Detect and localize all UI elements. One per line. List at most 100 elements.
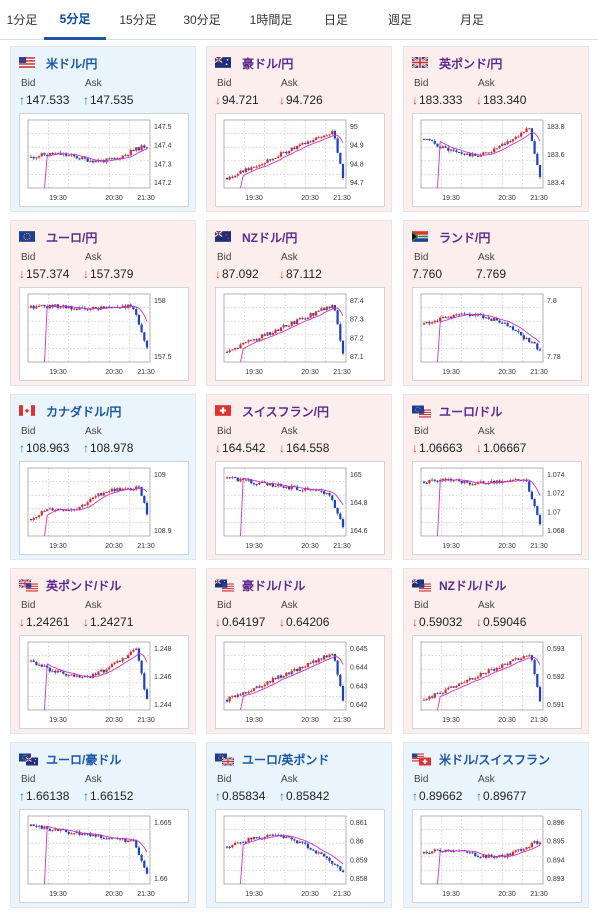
candlestick-chart[interactable]: 7.8 7.78 19:30 20:30 21:30	[412, 287, 582, 381]
candle-body	[274, 678, 277, 680]
rate-card[interactable]: ユーロ/豪ドル Bid Ask ↑1.66138 ↑1.66152 1.665 1.66 19…	[10, 742, 196, 908]
pair-title[interactable]: 英ポンド/ドル	[19, 577, 121, 593]
rate-card[interactable]: ユーロ/円 Bid Ask ↓157.374 ↓157.379 158 157.5 19:30…	[10, 220, 196, 386]
pair-name[interactable]: スイスフラン/円	[242, 404, 329, 419]
rate-card[interactable]: NZドル/ドル Bid Ask ↓0.59032 ↓0.59046 0.593 0.592 0…	[403, 568, 589, 734]
candle-body	[479, 481, 482, 483]
candle-body	[48, 667, 51, 672]
rate-card[interactable]: スイスフラン/円 Bid Ask ↓164.542 ↓164.558 165 164.8 16…	[206, 394, 392, 560]
pair-title[interactable]: 豪ドル/ドル	[215, 577, 305, 593]
tab-7[interactable]: 月足	[459, 13, 484, 27]
candlestick-chart[interactable]: 109 108.9 19:30 20:30 21:30	[19, 461, 189, 555]
candle-body	[48, 828, 51, 831]
ask-value-wrap: ↓164.558	[279, 441, 329, 455]
candle-body	[428, 696, 431, 700]
candle-body	[116, 488, 119, 492]
pair-name[interactable]: ユーロ/英ポンド	[242, 752, 330, 767]
bid-value-wrap: ↑0.89662	[412, 789, 476, 803]
candle-body	[75, 156, 78, 159]
pair-title[interactable]: ユーロ/ドル	[412, 403, 502, 419]
bid-ask-values: 7.760 7.769	[412, 267, 506, 281]
tab-1[interactable]: 5分足	[44, 0, 106, 40]
rate-card[interactable]: 米ドル/円 Bid Ask ↑147.533 ↑147.535 147.5 147.4 147…	[10, 46, 196, 212]
tab-5[interactable]: 日足	[323, 13, 348, 27]
x-tick-label: 21:30	[333, 369, 351, 376]
pair-title[interactable]: ユーロ/豪ドル	[19, 751, 121, 767]
bid-label: Bid	[414, 426, 429, 437]
candle-body	[336, 864, 339, 867]
pair-name[interactable]: カナダドル/円	[46, 404, 122, 419]
pair-title[interactable]: NZドル/円	[215, 229, 297, 245]
rate-card[interactable]: NZドル/円 Bid Ask ↓87.092 ↓87.112 87.4 87.3 87.2 87…	[206, 220, 392, 386]
tab-6[interactable]: 週足	[387, 13, 412, 27]
candle-body	[274, 158, 277, 160]
candle-body	[51, 152, 54, 155]
y-tick-label: 0.895	[547, 839, 565, 846]
pair-name[interactable]: 英ポンド/ドル	[46, 578, 122, 593]
pair-title[interactable]: カナダドル/円	[19, 403, 121, 419]
candlestick-chart[interactable]: 87.4 87.3 87.2 87.1 19:30 20:30 21:30	[215, 287, 385, 381]
candlestick-chart[interactable]: 1.665 1.66 19:30 20:30 21:30	[19, 809, 189, 903]
candlestick-chart[interactable]: 0.645 0.644 0.643 0.642 19:30 20:30 21:30	[215, 635, 385, 729]
pair-name[interactable]: NZドル/円	[242, 230, 298, 245]
candle-body	[476, 155, 480, 157]
candlestick-chart[interactable]: 0.593 0.592 0.591 19:30 20:30 21:30	[412, 635, 582, 729]
tab-4[interactable]: 1時間足	[249, 13, 293, 27]
candle-body	[314, 489, 318, 491]
candlestick-chart[interactable]: 1.248 1.246 1.244 19:30 20:30 21:30	[19, 635, 189, 729]
pair-title[interactable]: 豪ドル/円	[215, 55, 293, 71]
pair-title[interactable]: ランド/円	[412, 229, 490, 245]
candlestick-chart[interactable]: 95 94.9 94.8 94.7 19:30 20:30 21:30	[215, 113, 385, 207]
candlestick-chart[interactable]: 0.896 0.895 0.894 0.893 19:30 20:30 21:30	[412, 809, 582, 903]
pair-title[interactable]: 米ドル/円	[19, 55, 97, 71]
candlestick-chart[interactable]: 0.861 0.86 0.859 0.858 19:30 20:30 21:30	[215, 809, 385, 903]
candle-body	[121, 155, 124, 159]
candle-body	[463, 153, 466, 155]
rate-card[interactable]: カナダドル/円 Bid Ask ↑108.963 ↑108.978 109 108.9 19:…	[10, 394, 196, 560]
ask-value: 108.978	[90, 441, 134, 455]
candle-body	[506, 853, 509, 858]
pair-name[interactable]: ユーロ/円	[46, 230, 98, 245]
candlestick-chart[interactable]: 165 164.8 164.6 19:30 20:30 21:30	[215, 461, 385, 555]
candle-body	[110, 664, 114, 668]
pair-name[interactable]: 豪ドル/ドル	[242, 578, 306, 593]
candle-body	[70, 833, 73, 835]
tab-0[interactable]: 1分足	[6, 13, 38, 27]
pair-title[interactable]: 米ドル/スイスフラン	[412, 751, 550, 767]
rate-card[interactable]: 豪ドル/ドル Bid Ask ↓0.64197 ↓0.64206 0.645 0.644 0.…	[206, 568, 392, 734]
pair-name[interactable]: ランド/円	[439, 230, 491, 245]
pair-name[interactable]: ユーロ/ドル	[439, 404, 503, 419]
rate-card[interactable]: ランド/円 Bid Ask 7.760 7.769 7.8 7.78 19:30 20:30 21…	[403, 220, 589, 386]
candlestick-chart[interactable]: 147.5 147.4 147.3 147.2 19:30 20:30 21:30	[19, 113, 189, 207]
candle-body	[113, 488, 116, 492]
rate-card[interactable]: ユーロ/ドル Bid Ask ↓1.06663 ↓1.06667 1.074 1.072 1.…	[403, 394, 589, 560]
rate-card[interactable]: 英ポンド/ドル Bid Ask ↓1.24261 ↓1.24271 1.248 1.246 1…	[10, 568, 196, 734]
pair-name[interactable]: NZドル/ドル	[439, 578, 507, 593]
tab-2[interactable]: 15分足	[119, 13, 157, 27]
candle-body	[312, 140, 315, 143]
candle-body	[225, 846, 229, 848]
pair-name[interactable]: 米ドル/円	[46, 56, 98, 71]
candlestick-chart[interactable]: 158 157.5 19:30 20:30 21:30	[19, 287, 189, 381]
pair-title[interactable]: ユーロ/円	[19, 229, 97, 245]
x-tick-label: 20:30	[105, 717, 123, 724]
rate-card[interactable]: 豪ドル/円 Bid Ask ↓94.721 ↓94.726 95 94.9 94.8 94.7 1…	[206, 46, 392, 212]
pair-title[interactable]: スイスフラン/円	[215, 403, 329, 419]
rate-card[interactable]: 英ポンド/円 Bid Ask ↓183.333 ↓183.340 183.8 183.6 18…	[403, 46, 589, 212]
pair-name[interactable]: 英ポンド/円	[439, 56, 503, 71]
tab-3[interactable]: 30分足	[183, 13, 221, 27]
pair-name[interactable]: 豪ドル/円	[242, 56, 294, 71]
rate-card[interactable]: ユーロ/英ポンド Bid Ask ↑0.85834 ↑0.85842 0.861 0.86 0…	[206, 742, 392, 908]
bid-ask-labels: Bid Ask	[21, 252, 102, 263]
pair-title[interactable]: 英ポンド/円	[412, 55, 502, 71]
pair-title[interactable]: ユーロ/英ポンド	[215, 751, 329, 767]
candle-body	[495, 856, 498, 858]
rate-card[interactable]: 米ドル/スイスフラン Bid Ask ↑0.89662 ↑0.89677 0.896 0.8…	[403, 742, 589, 908]
pair-name[interactable]: ユーロ/豪ドル	[46, 752, 122, 767]
pair-title[interactable]: NZドル/ドル	[412, 577, 506, 593]
candle-body	[503, 480, 507, 482]
candlestick-chart[interactable]: 183.8 183.6 183.4 19:30 20:30 21:30	[412, 113, 582, 207]
ask-value-wrap: ↓0.59046	[476, 615, 526, 629]
pair-name[interactable]: 米ドル/スイスフラン	[439, 752, 550, 767]
candlestick-chart[interactable]: 1.074 1.072 1.07 1.068 19:30 20:30 21:30	[412, 461, 582, 555]
